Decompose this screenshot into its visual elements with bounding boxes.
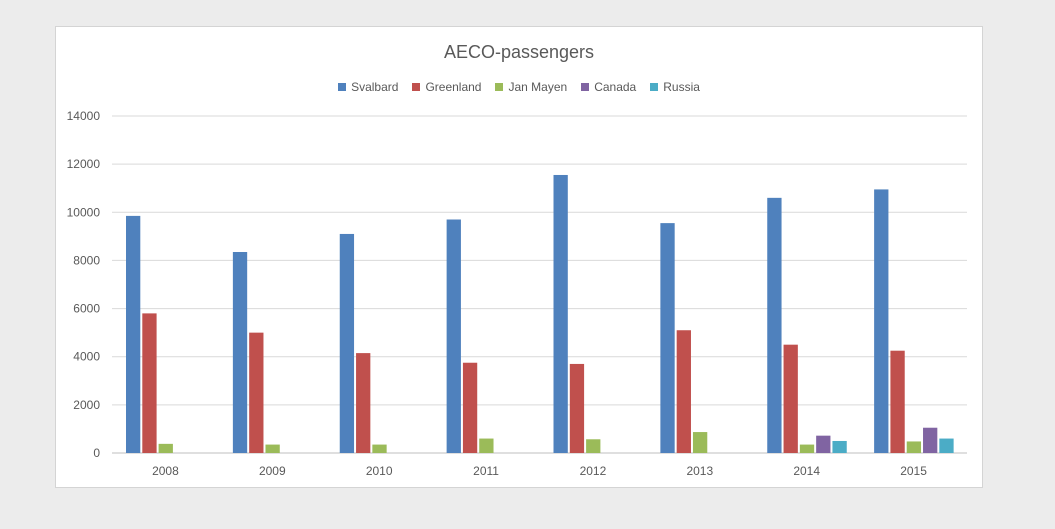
legend-swatch-greenland — [412, 83, 421, 91]
y-tick-label: 14000 — [67, 109, 101, 123]
bar-jan-mayen-2014 — [799, 444, 815, 453]
y-tick-label: 10000 — [67, 205, 101, 219]
bar-jan-mayen-2011 — [479, 438, 494, 453]
bar-russia-2015 — [939, 438, 954, 453]
y-tick-label: 0 — [93, 446, 100, 460]
legend-label-jan-mayen: Jan Mayen — [508, 80, 568, 94]
bar-greenland-2012 — [569, 363, 585, 453]
bar-svalbard-2008 — [126, 215, 141, 453]
legend-item-russia: Russia — [650, 80, 700, 94]
bar-svalbard-2009 — [232, 252, 248, 453]
y-tick-label: 4000 — [73, 350, 100, 364]
x-tick-label: 2010 — [366, 464, 393, 478]
bar-greenland-2009 — [249, 332, 264, 453]
bar-canada-2015 — [923, 427, 938, 453]
plot-area: 0 2000 4000 6000 8000 10000 12000 14000 2008 2009… — [67, 109, 967, 478]
x-tick-label: 2009 — [259, 464, 286, 478]
legend-swatch-jan-mayen — [495, 83, 504, 91]
bar-russia-2014 — [832, 440, 847, 453]
bar-jan-mayen-2008 — [158, 443, 173, 453]
chart-title: AECO-passengers — [443, 42, 595, 62]
bar-greenland-2014 — [783, 344, 798, 453]
y-tick-label: 6000 — [73, 302, 100, 316]
x-tick-label: 2015 — [900, 464, 927, 478]
bar-jan-mayen-2012 — [586, 439, 601, 453]
y-tick-label: 8000 — [73, 253, 100, 267]
bar-greenland-2011 — [462, 362, 478, 453]
legend: Svalbard Greenland Jan Mayen Canada Russ… — [56, 80, 982, 94]
bar-svalbard-2014 — [767, 197, 782, 453]
y-tick-label: 2000 — [73, 398, 100, 412]
legend-swatch-svalbard — [338, 83, 347, 91]
bar-jan-mayen-2015 — [906, 441, 922, 453]
legend-swatch-canada — [581, 83, 590, 91]
bar-svalbard-2013 — [660, 223, 675, 453]
bar-svalbard-2012 — [553, 174, 568, 453]
legend-item-svalbard: Svalbard — [338, 80, 398, 94]
y-tick-label: 12000 — [67, 157, 101, 171]
legend-item-canada: Canada — [581, 80, 636, 94]
bar-svalbard-2010 — [339, 233, 355, 453]
x-tick-label: 2008 — [152, 464, 179, 478]
x-tick-label: 2013 — [686, 464, 713, 478]
bar-greenland-2013 — [676, 330, 691, 453]
legend-item-greenland: Greenland — [412, 80, 481, 94]
chart-area: AECO-passengers Svalbard Greenland Jan M… — [55, 26, 983, 488]
legend-label-russia: Russia — [663, 80, 700, 94]
x-tick-label: 2014 — [793, 464, 820, 478]
bar-greenland-2008 — [142, 313, 157, 453]
legend-label-canada: Canada — [594, 80, 637, 94]
bar-svalbard-2011 — [446, 219, 461, 453]
bar-canada-2014 — [816, 435, 831, 453]
bar-jan-mayen-2009 — [265, 444, 280, 453]
x-tick-label: 2012 — [580, 464, 607, 478]
legend-item-jan-mayen: Jan Mayen — [495, 80, 567, 94]
bar-jan-mayen-2010 — [372, 444, 387, 453]
legend-label-greenland: Greenland — [425, 80, 482, 94]
bar-jan-mayen-2013 — [692, 432, 708, 453]
x-tick-label: 2011 — [473, 464, 499, 478]
bar-svalbard-2015 — [874, 189, 889, 454]
legend-label-svalbard: Svalbard — [351, 80, 399, 94]
legend-swatch-russia — [650, 83, 659, 91]
bar-greenland-2015 — [890, 350, 905, 453]
bar-greenland-2010 — [356, 353, 371, 453]
